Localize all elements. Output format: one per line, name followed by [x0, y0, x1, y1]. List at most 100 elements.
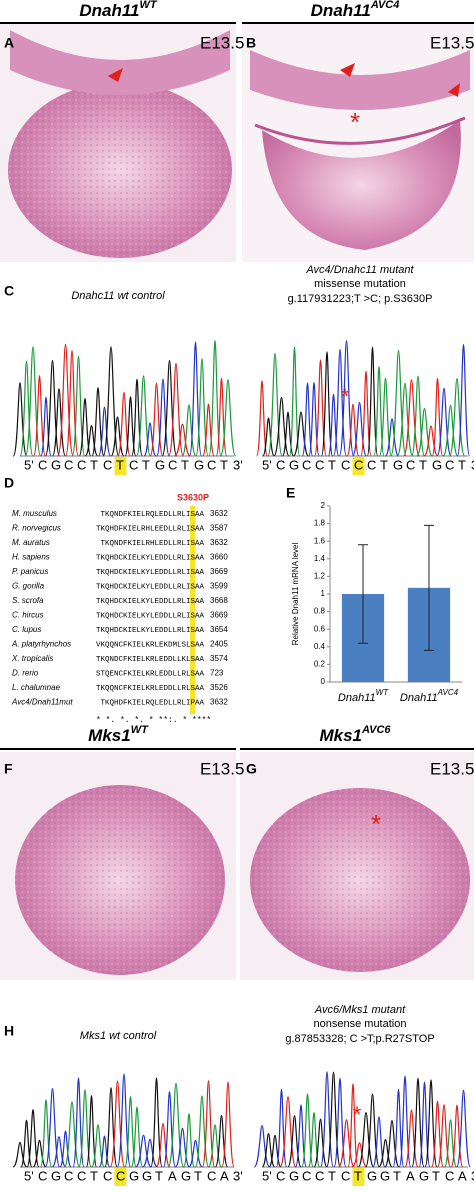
- trace-peak: [201, 1080, 216, 1168]
- base: G: [181, 1168, 191, 1183]
- mutation-type: nonsense mutation: [314, 1018, 407, 1030]
- trace-peak: [410, 375, 426, 457]
- residue-number: 3668: [210, 596, 228, 605]
- base: C: [77, 457, 86, 472]
- left-title: Dnahc11 wt control: [71, 290, 165, 302]
- stage-label: E13.5: [430, 33, 474, 52]
- trace-peak: [378, 1139, 393, 1168]
- trace-peak: [357, 1112, 375, 1168]
- trace-peak: [195, 358, 209, 457]
- trace-peak: [84, 425, 99, 457]
- stage-label: E13.5: [200, 759, 244, 778]
- seq-suffix: 3': [233, 1168, 243, 1183]
- sequence: TKQHDCKIELKYLEDDLLRLISAA: [96, 554, 205, 562]
- base: C: [302, 457, 311, 472]
- base: C: [207, 1168, 216, 1183]
- trace-peak: [288, 346, 301, 457]
- sequence: TKQQNCFKIELKRLEDDLLRLSAA: [96, 685, 205, 693]
- trace-peak: [456, 1089, 471, 1168]
- seq-highlight: [114, 457, 127, 475]
- base: T: [220, 457, 228, 472]
- base: C: [64, 1168, 73, 1183]
- base: T: [90, 1168, 98, 1183]
- species: P. panicus: [12, 567, 48, 576]
- seq-prefix: 5': [24, 457, 34, 472]
- seq-highlight: [352, 457, 365, 475]
- trace-peak: [188, 1139, 203, 1168]
- trace-peak: [85, 1094, 98, 1168]
- base: C: [38, 457, 47, 472]
- trace-peak: [279, 1096, 297, 1168]
- trace-peak: [32, 1139, 47, 1168]
- trace-peak: [91, 386, 105, 457]
- residue-number: 3632: [210, 698, 228, 707]
- trace-peak: [423, 425, 439, 457]
- base: T: [328, 1168, 336, 1183]
- x-tick-label: Dnah11AVC4: [400, 688, 459, 704]
- chromatogram: [12, 1073, 235, 1168]
- mutation-change: g.117931223;T >C; p.S3630P: [288, 293, 433, 305]
- trace-peak: [57, 343, 74, 457]
- seq-prefix: 5': [262, 1168, 272, 1183]
- chromatogram: [12, 340, 237, 457]
- base: C: [276, 457, 285, 472]
- trace-peak: [181, 404, 197, 457]
- gene: Mks1: [88, 726, 131, 745]
- residue-number: 3599: [210, 582, 228, 591]
- trace-peak: [98, 1135, 111, 1168]
- residue-number: 3654: [210, 625, 228, 634]
- y-tick-label: 0.8: [314, 607, 326, 616]
- base: G: [432, 457, 442, 472]
- base: G: [289, 457, 299, 472]
- trace-peak: [110, 416, 125, 457]
- base: G: [51, 1168, 61, 1183]
- base: T: [393, 1168, 401, 1183]
- y-tick-label: 0.2: [314, 660, 326, 669]
- trace-peak: [436, 387, 452, 457]
- base: C: [116, 1168, 125, 1183]
- seq-highlight: [114, 1168, 127, 1186]
- residue-number: 2405: [210, 640, 228, 649]
- trace-peak: [219, 379, 237, 457]
- species: Avc4/Dnah11mut: [11, 698, 73, 707]
- seq-prefix: 5': [24, 1168, 34, 1183]
- y-tick-label: 1.2: [314, 572, 326, 581]
- trace-peak: [51, 388, 67, 457]
- asterisk: *: [341, 384, 350, 409]
- trace-peak: [143, 422, 157, 457]
- base: C: [302, 1168, 311, 1183]
- panel-label: E: [286, 485, 295, 501]
- trace-peak: [338, 1119, 355, 1168]
- left-title: Mks1 wt control: [80, 1030, 157, 1042]
- trace-peak: [396, 382, 414, 457]
- panel-title: Dnah11AVC4: [311, 0, 400, 20]
- trace-peak: [351, 1142, 368, 1168]
- trace-peak: [431, 377, 444, 457]
- trace-peak: [207, 1124, 223, 1168]
- sequence: TKQNDCFKIELKRLEDDLLKLSAA: [96, 656, 205, 664]
- panel-title: Dnah11WT: [79, 0, 158, 20]
- base: T: [155, 1168, 163, 1183]
- asterisk: *: [371, 809, 381, 839]
- sequence: TKQHDCKIELKYLEDDLLRLISAA: [96, 583, 205, 591]
- mutation-change: g.87853328; C >T;p.R27STOP: [285, 1033, 434, 1045]
- trace-peak: [19, 360, 34, 457]
- species: C. lupus: [12, 625, 41, 634]
- base: C: [445, 457, 454, 472]
- category: Dnah11: [400, 692, 438, 704]
- y-tick-label: 1.4: [314, 554, 326, 563]
- base: C: [276, 1168, 285, 1183]
- trace-peak: [416, 407, 433, 457]
- trace-peak: [313, 1118, 328, 1168]
- trace-peak: [51, 1136, 67, 1168]
- chromatogram: [253, 1071, 471, 1168]
- base: T: [328, 457, 336, 472]
- base: T: [432, 1168, 440, 1183]
- trace-peak: [167, 1082, 185, 1168]
- trace-peak: [320, 351, 334, 457]
- residue-number: 3632: [210, 509, 228, 518]
- residue-number: 3587: [210, 524, 228, 533]
- base: T: [419, 457, 427, 472]
- asterisk: *: [350, 107, 360, 137]
- trace-peak: [347, 1083, 359, 1168]
